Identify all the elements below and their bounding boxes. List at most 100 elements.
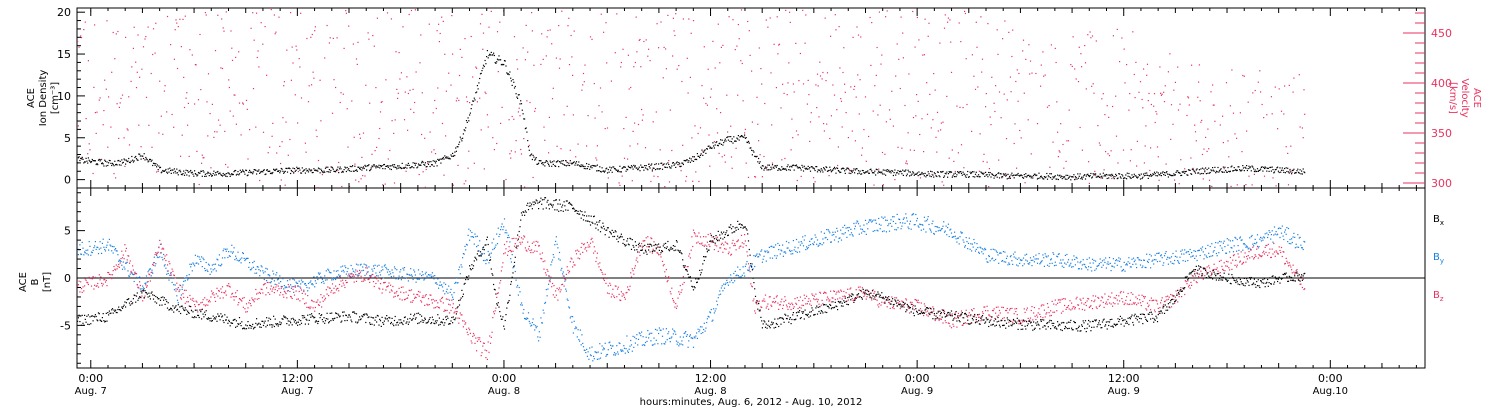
- data-point: [685, 160, 687, 162]
- data-point: [1242, 165, 1244, 167]
- data-point: [1175, 250, 1177, 252]
- data-point: [958, 172, 960, 174]
- data-point: [125, 250, 127, 252]
- data-point: [1166, 258, 1168, 260]
- data-point: [536, 163, 538, 165]
- data-point: [252, 266, 255, 268]
- data-point: [1036, 262, 1039, 264]
- data-point: [319, 79, 321, 81]
- data-point: [776, 255, 778, 257]
- data-point: [721, 285, 723, 287]
- data-point: [124, 268, 126, 270]
- data-point: [709, 146, 712, 148]
- data-point: [485, 263, 487, 265]
- data-point: [131, 272, 133, 274]
- data-point: [507, 254, 509, 256]
- data-point: [412, 278, 414, 281]
- data-point: [144, 295, 146, 297]
- data-point: [202, 257, 204, 259]
- data-point: [1260, 240, 1262, 242]
- data-point: [1151, 174, 1153, 177]
- data-point: [114, 160, 116, 162]
- data-point: [944, 172, 946, 174]
- data-point: [223, 292, 225, 294]
- data-point: [904, 170, 906, 172]
- data-point: [765, 19, 767, 21]
- data-point: [654, 163, 656, 166]
- data-point: [479, 23, 482, 25]
- data-point: [1053, 253, 1055, 255]
- data-point: [558, 258, 560, 260]
- data-point: [879, 228, 881, 230]
- data-point: [1005, 261, 1007, 263]
- data-point: [1089, 262, 1091, 264]
- data-point: [1008, 31, 1010, 33]
- data-point: [1092, 173, 1094, 175]
- data-point: [176, 172, 179, 174]
- data-point: [212, 269, 214, 271]
- data-point: [1124, 177, 1126, 179]
- data-point: [634, 166, 636, 168]
- data-point: [415, 281, 417, 283]
- data-point: [163, 248, 165, 250]
- data-point: [317, 159, 320, 162]
- data-point: [842, 226, 844, 228]
- data-point: [173, 284, 175, 286]
- data-point: [285, 167, 287, 169]
- data-point: [132, 159, 134, 161]
- data-point: [518, 236, 520, 238]
- data-point: [1212, 251, 1214, 253]
- data-point: [446, 157, 448, 159]
- data-point: [965, 176, 967, 178]
- data-point: [1155, 111, 1157, 113]
- data-point: [940, 228, 942, 230]
- data-point: [1046, 264, 1049, 266]
- data-point: [836, 227, 838, 229]
- data-point: [600, 171, 602, 173]
- data-point: [815, 236, 817, 238]
- data-point: [95, 132, 97, 134]
- data-point: [494, 310, 496, 312]
- data-point: [819, 169, 821, 171]
- data-point: [682, 163, 684, 166]
- data-point: [761, 168, 763, 170]
- data-point: [1010, 91, 1012, 93]
- data-point: [223, 248, 225, 250]
- data-point: [567, 25, 569, 27]
- data-point: [104, 278, 106, 281]
- data-point: [376, 275, 378, 277]
- data-point: [712, 142, 714, 144]
- data-point: [566, 266, 568, 268]
- data-point: [527, 312, 530, 314]
- data-point: [420, 300, 422, 302]
- data-point: [572, 74, 574, 76]
- data-point: [279, 275, 281, 277]
- data-point: [659, 149, 661, 151]
- data-point: [1108, 155, 1111, 157]
- data-point: [338, 290, 340, 292]
- data-point: [599, 166, 601, 168]
- data-point: [184, 15, 186, 17]
- data-point: [1277, 166, 1279, 168]
- data-point: [974, 176, 976, 178]
- data-point: [771, 245, 773, 247]
- data-point: [82, 247, 84, 249]
- data-point: [245, 169, 247, 171]
- data-point: [1109, 174, 1111, 176]
- data-point: [903, 217, 905, 219]
- data-point: [271, 135, 273, 137]
- data-point: [703, 97, 705, 99]
- data-point: [662, 164, 664, 166]
- data-point: [853, 88, 855, 90]
- data-point: [978, 170, 980, 172]
- data-point: [1213, 250, 1215, 252]
- data-point: [413, 269, 415, 271]
- data-point: [415, 162, 417, 164]
- data-point: [234, 170, 236, 172]
- data-point: [775, 244, 777, 246]
- data-point: [542, 164, 544, 166]
- data-point: [519, 241, 521, 243]
- data-point: [603, 170, 605, 172]
- data-point: [104, 79, 106, 81]
- data-point: [292, 278, 294, 280]
